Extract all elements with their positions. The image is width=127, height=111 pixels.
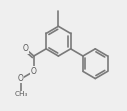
Text: CH₃: CH₃ xyxy=(15,91,28,97)
Text: O: O xyxy=(18,74,23,83)
Text: O: O xyxy=(31,67,37,76)
Text: O: O xyxy=(23,44,29,53)
